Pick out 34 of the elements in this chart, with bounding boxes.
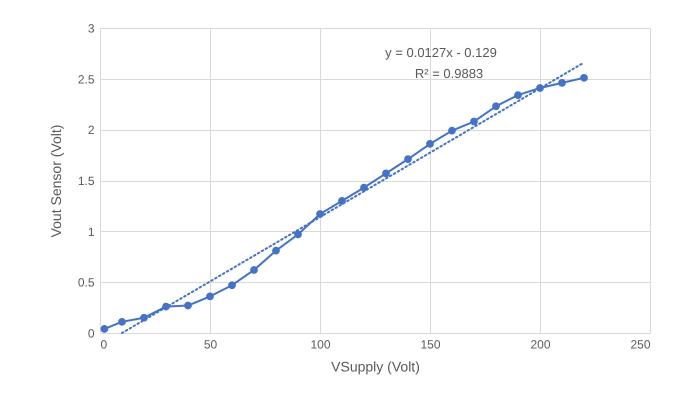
x-tick-label: 100 <box>310 338 331 352</box>
point <box>580 74 588 82</box>
y-axis-title: Vout Sensor (Volt) <box>48 124 64 238</box>
point <box>448 126 456 135</box>
x-tick-label: 250 <box>630 338 651 352</box>
x-tick-label: 150 <box>420 338 441 352</box>
y-tick-label: 3 <box>88 22 95 36</box>
point <box>294 230 302 238</box>
y-tick-label: 1.5 <box>78 174 95 188</box>
point <box>492 102 500 110</box>
point <box>514 91 522 99</box>
point <box>100 325 108 333</box>
y-tick-label: 2.5 <box>78 72 95 86</box>
y-tick-label: 1 <box>88 224 95 239</box>
x-axis-title: VSupply (Volt) <box>331 358 420 374</box>
point <box>118 318 126 326</box>
annotation: R² = 0.9883 <box>414 66 484 81</box>
y-tick-label: 0 <box>88 326 95 340</box>
point <box>228 281 236 290</box>
point <box>382 170 390 178</box>
point <box>206 292 214 300</box>
point <box>470 118 478 126</box>
point <box>250 266 258 274</box>
point <box>184 302 192 310</box>
x-tick-label: 50 <box>204 338 218 352</box>
y-tick-label: 2 <box>88 123 95 138</box>
x-tick-label: 0 <box>100 338 108 352</box>
y-tick-label: 0.5 <box>78 276 95 290</box>
point <box>272 246 280 255</box>
point <box>404 155 412 164</box>
annotation: y = 0.0127x - 0.129 <box>385 45 497 60</box>
x-tick-label: 200 <box>530 338 551 352</box>
point <box>426 140 434 148</box>
point <box>558 79 566 87</box>
